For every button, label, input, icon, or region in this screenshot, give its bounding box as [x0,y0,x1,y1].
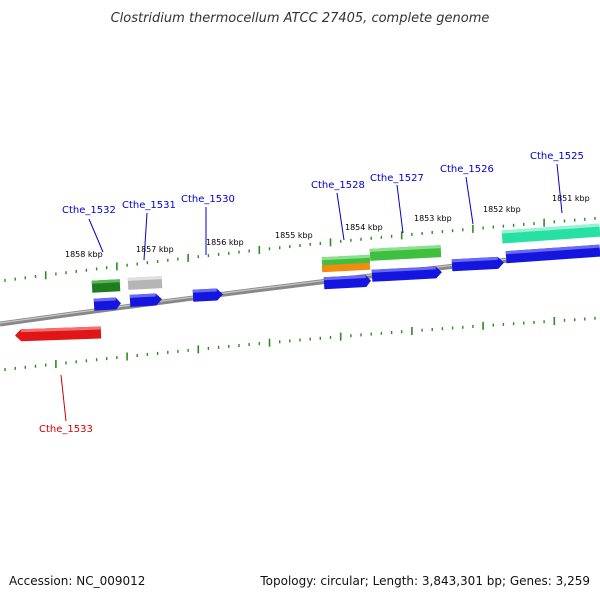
label-connector-1533 [60,374,67,422]
label-connector-1532 [88,218,104,253]
feature-cds-1531[interactable] [129,293,163,307]
feature-teal-1525[interactable] [501,223,600,244]
genome-summary-text: Topology: circular; Length: 3,843,301 bp… [260,574,590,588]
feature-cds-1532[interactable] [93,297,122,311]
ruler-label: 1855 kbp [275,231,313,240]
label-connector-1531 [143,212,148,261]
feature-cds-1533[interactable] [15,326,102,342]
feature-green-1527[interactable] [369,245,442,261]
feature-orange-1528[interactable] [321,262,371,273]
tick-track-lower [4,316,596,371]
gene-label-cthe-1525[interactable]: Cthe_1525 [530,151,584,162]
ruler-label: 1853 kbp [414,214,452,223]
gene-label-cthe-1530[interactable]: Cthe_1530 [181,194,235,205]
feature-cds-1530[interactable] [192,288,224,302]
ruler-label: 1852 kbp [483,205,521,214]
gene-label-cthe-1528[interactable]: Cthe_1528 [311,180,365,191]
ruler-label: 1856 kbp [206,238,244,247]
feature-pseudo-1531[interactable] [127,276,163,290]
feature-cds-1527[interactable] [371,266,443,282]
label-connector-1526 [465,176,474,225]
gene-label-cthe-1532[interactable]: Cthe_1532 [62,205,116,216]
tick-track-upper [4,216,596,282]
gene-label-cthe-1531[interactable]: Cthe_1531 [122,200,176,211]
ruler-label: 1857 kbp [136,245,174,254]
ruler-label: 1854 kbp [345,223,383,232]
label-connector-1525 [556,163,563,214]
map-title: Clostridium thermocellum ATCC 27405, com… [110,11,490,26]
ruler-label: 1858 kbp [65,250,103,259]
feature-cds-1525[interactable] [505,244,600,264]
accession-text: Accession: NC_009012 [9,574,146,588]
ruler-label: 1851 kbp [552,194,590,203]
feature-cds-1528[interactable] [323,275,372,290]
feature-cds-1526[interactable] [451,256,505,272]
label-connector-1527 [396,184,404,234]
label-connector-1528 [336,192,345,241]
feature-rna-1532[interactable] [91,279,121,293]
gene-label-cthe-1526[interactable]: Cthe_1526 [440,164,494,175]
gene-label-cthe-1527[interactable]: Cthe_1527 [370,173,424,184]
gene-label-cthe-1533[interactable]: Cthe_1533 [39,424,93,435]
